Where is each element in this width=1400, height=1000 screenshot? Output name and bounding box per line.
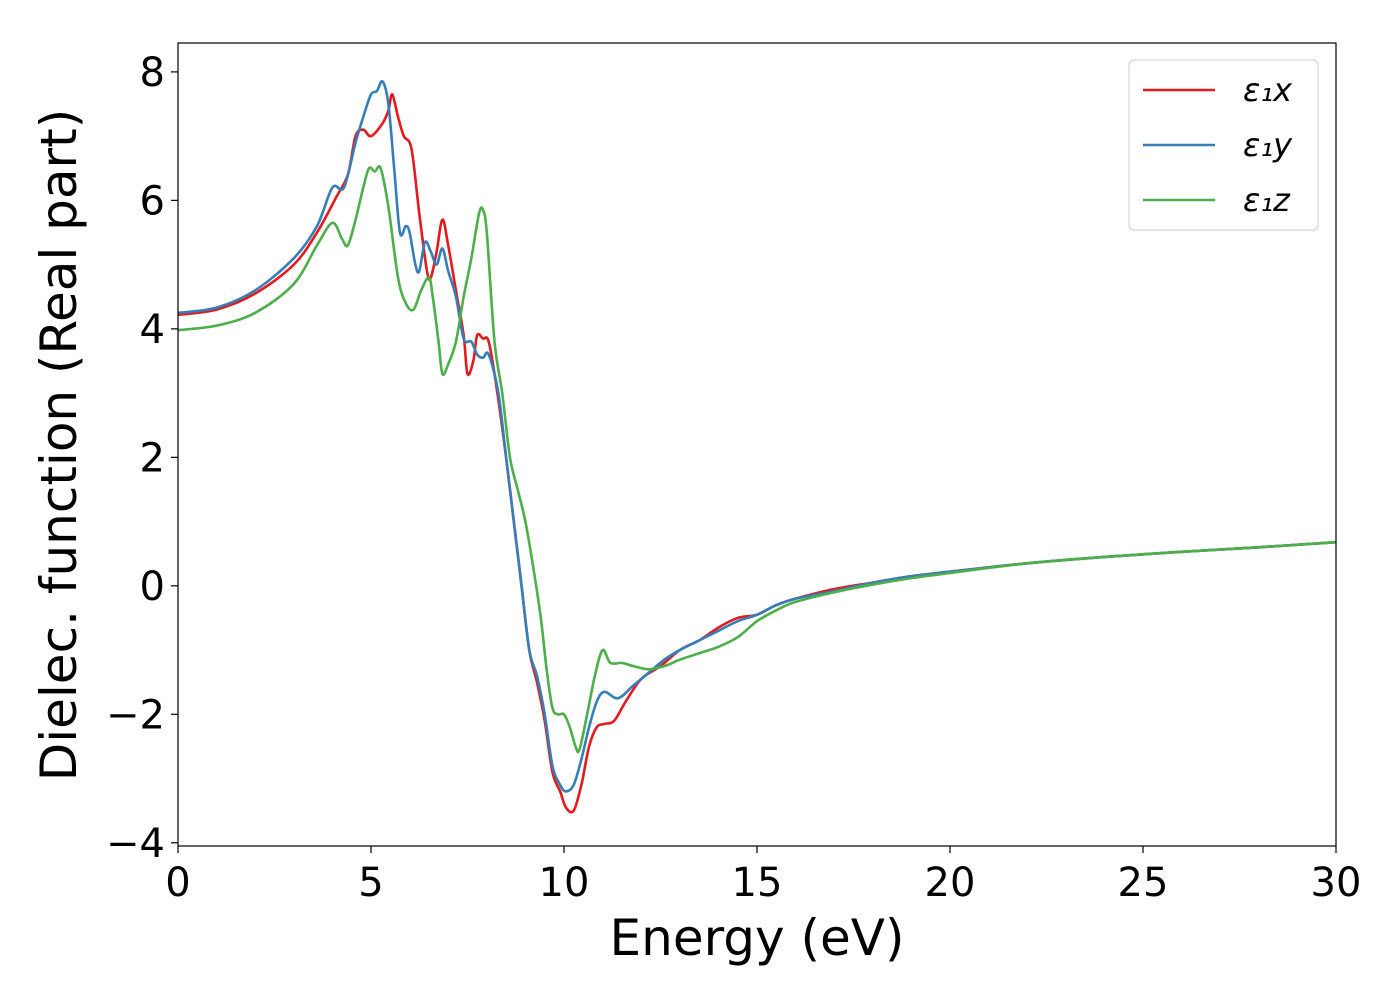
y-tick-label: 8 xyxy=(140,50,165,96)
y-tick-label: 4 xyxy=(140,307,165,353)
y-axis-ticks: −4 −2 0 2 4 6 8 xyxy=(106,50,178,867)
y-tick-label: 2 xyxy=(140,435,165,481)
y-tick-label: 0 xyxy=(140,564,165,610)
series-line-1 xyxy=(178,79,1336,793)
series-lines xyxy=(178,79,1336,814)
legend-label-1: ε₁y xyxy=(1243,126,1293,164)
y-tick-label: −4 xyxy=(106,821,165,867)
x-tick-label: 10 xyxy=(539,860,590,906)
legend-label-0: ε₁x xyxy=(1243,71,1293,109)
x-tick-label: 0 xyxy=(165,860,190,906)
legend: ε₁x ε₁y ε₁z xyxy=(1128,59,1319,231)
y-tick-label: −2 xyxy=(106,692,165,738)
legend-label-2: ε₁z xyxy=(1243,181,1291,219)
x-tick-label: 20 xyxy=(925,860,976,906)
legend-entries: ε₁x ε₁y ε₁z xyxy=(1143,71,1293,219)
y-tick-label: 6 xyxy=(140,178,165,224)
x-tick-label: 30 xyxy=(1311,860,1362,906)
x-axis-ticks: 0 5 10 15 20 25 30 xyxy=(165,846,1361,906)
x-axis-label: Energy (eV) xyxy=(610,909,905,967)
series-line-2 xyxy=(178,164,1336,754)
y-axis-label: Dielec. function (Real part) xyxy=(30,109,88,781)
x-tick-label: 15 xyxy=(732,860,783,906)
x-tick-label: 5 xyxy=(358,860,383,906)
legend-box xyxy=(1128,59,1319,231)
x-tick-label: 25 xyxy=(1118,860,1169,906)
